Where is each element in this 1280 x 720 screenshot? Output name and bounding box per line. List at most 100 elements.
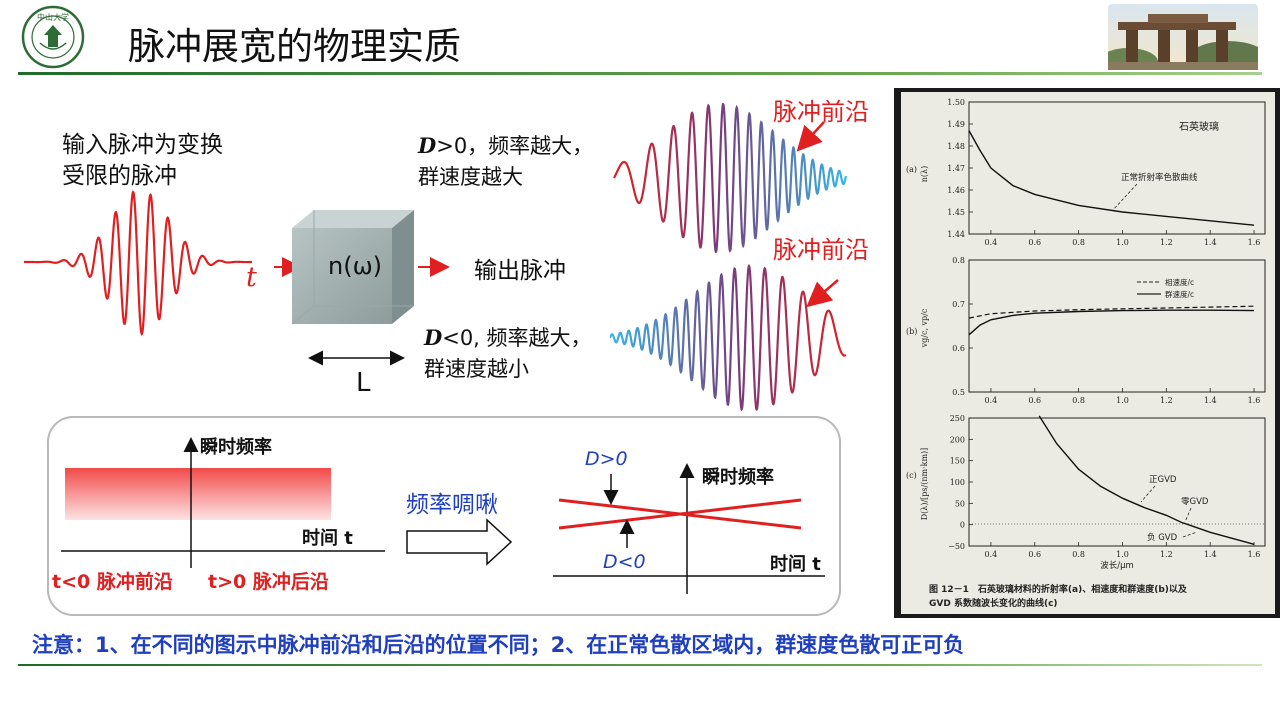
right-x-axis-label: 时间 t (770, 554, 821, 575)
hollow-arrow (406, 518, 513, 566)
left-x-axis-label: 时间 t (302, 528, 353, 549)
chirped-pulses (610, 102, 848, 412)
y-tick-label: 1.49 (947, 120, 965, 129)
panel-c-tag: (c) (906, 471, 917, 480)
logo-text: 中山大学 (37, 12, 69, 22)
input-desc-line1: 输入脉冲为变换 (62, 132, 223, 158)
x-tick-label: 0.8 (1072, 238, 1085, 247)
negative-gvd-label: 负 GVD (1147, 532, 1178, 543)
y-tick-label: 150 (950, 457, 965, 466)
panel-a-legend: 石英玻璃 (1179, 120, 1219, 133)
panel-b-ylabel: vg/c, vp/c (920, 308, 929, 348)
caption-line1: 图 12－1 石英玻璃材料的折射率(a)、相速度和群速度(b)以及 (929, 583, 1188, 595)
d-negative-line1: <0, 频率越大， (442, 326, 592, 350)
x-tick-label: 1.4 (1204, 396, 1217, 405)
right-y-axis-label: 瞬时频率 (702, 467, 774, 488)
positive-gvd-label: 正GVD (1149, 475, 1177, 485)
campus-gate-photo (1108, 4, 1258, 70)
panel-b-tag: (b) (906, 327, 917, 336)
y-tick-label: 1.48 (947, 142, 965, 151)
d-positive-line1: >0，频率越大， (436, 134, 594, 158)
d-positive-var: D (418, 133, 437, 158)
x-tick-label: 1.6 (1248, 550, 1261, 559)
university-logo: 中山大学 (21, 5, 85, 69)
footer-divider (18, 664, 1262, 666)
x-tick-label: 1.2 (1160, 238, 1173, 247)
x-tick-label: 0.4 (985, 396, 998, 405)
x-tick-label: 1.6 (1248, 396, 1261, 405)
x-tick-label: 0.6 (1028, 550, 1041, 559)
group-velocity-curve (968, 309, 1255, 336)
d-positive-description: D>0，频率越大， 群速度越大 (418, 130, 593, 193)
zero-gvd-label: 零GVD (1181, 497, 1209, 507)
y-tick-label: −50 (948, 542, 965, 551)
y-tick-label: 1.47 (947, 164, 965, 173)
t-negative-label: t<0 脉冲前沿 (52, 571, 173, 593)
x-tick-label: 0.8 (1072, 396, 1085, 405)
front-arrow-1 (796, 121, 825, 152)
x-tick-label: 1.4 (1204, 550, 1217, 559)
y-tick-label: 0.5 (952, 388, 965, 397)
caption-line2: GVD 系数随波长变化的曲线(c) (929, 597, 1058, 609)
length-label: L (356, 368, 371, 398)
pulse-front-label-1: 脉冲前沿 (773, 98, 869, 126)
input-desc-line2: 受限的脉冲 (62, 163, 177, 189)
input-pulse-description: 输入脉冲为变换 受限的脉冲 (62, 130, 223, 192)
header-divider (18, 72, 1262, 75)
y-tick-label: 0 (960, 521, 965, 530)
left-y-axis-label: 瞬时频率 (200, 437, 272, 458)
x-tick-label: 0.6 (1028, 238, 1041, 247)
d-positive-chirp-line (558, 498, 802, 530)
x-tick-label: 1.2 (1160, 396, 1173, 405)
panel-a-tag: (a) (906, 165, 917, 174)
panel-b-legend-phase: 相速度/c (1165, 277, 1194, 287)
x-tick-label: 0.8 (1072, 550, 1085, 559)
output-pulse-label: 输出脉冲 (474, 258, 566, 284)
y-tick-label: 0.8 (952, 256, 965, 265)
x-tick-label: 1.0 (1116, 550, 1129, 559)
x-tick-label: 0.4 (985, 550, 998, 559)
x-tick-label: 1.0 (1116, 396, 1129, 405)
d-negative-description: D<0, 频率越大， 群速度越小 (424, 322, 592, 385)
panel-c-ylabel: D(λ)/[ps/(nm·km)] (920, 448, 929, 521)
panel-a-annotation: 正常折射率色散曲线 (1121, 172, 1198, 183)
y-tick-label: 1.45 (947, 208, 965, 217)
d-negative-label: D<0 (603, 551, 646, 573)
d-positive-label: D>0 (585, 448, 628, 470)
medium-diagram (274, 210, 450, 366)
d-positive-output-pulse (613, 102, 848, 254)
pulse-front-label-2: 脉冲前沿 (773, 236, 869, 264)
front-arrow-2 (806, 279, 839, 308)
x-tick-label: 1.6 (1248, 238, 1261, 247)
y-tick-label: 1.50 (947, 98, 965, 107)
frequency-band (65, 468, 331, 520)
dispersion-curves-figure: 1.50 1.49 1.48 1.47 1.46 1.45 1.44 0.8 0.7 0.6 0.5… (906, 98, 1266, 609)
y-tick-label: 1.44 (947, 230, 965, 239)
d-positive-line2: 群速度越大 (418, 165, 523, 189)
d-negative-line2: 群速度越小 (424, 357, 529, 381)
y-tick-label: 1.46 (947, 186, 965, 195)
y-tick-label: 50 (955, 499, 965, 508)
gvd-curve (1038, 415, 1255, 545)
chirp-explanation-diagram (61, 437, 825, 594)
x-tick-label: 0.4 (985, 238, 998, 247)
x-tick-label: 0.6 (1028, 396, 1041, 405)
panel-a-ylabel: n(λ) (920, 166, 929, 182)
x-tick-label: 1.2 (1160, 550, 1173, 559)
refractive-index-curve (968, 130, 1255, 226)
medium-label: n(ω) (328, 252, 383, 280)
x-tick-label: 1.4 (1204, 238, 1217, 247)
page-title: 脉冲展宽的物理实质 (128, 25, 461, 68)
phase-velocity-curve (968, 305, 1255, 319)
y-tick-label: 200 (950, 435, 965, 444)
chirp-label: 频率啁啾 (406, 492, 498, 518)
y-tick-label: 0.6 (952, 344, 965, 353)
d-negative-var: D (424, 325, 443, 350)
x-axis-label: 波长/μm (1100, 560, 1134, 571)
d-negative-output-pulse (610, 263, 847, 412)
panel-b-legend-group: 群速度/c (1165, 289, 1194, 299)
scanned-figure (901, 92, 1275, 614)
y-tick-label: 0.7 (952, 300, 965, 309)
time-symbol: t (246, 262, 257, 293)
input-pulse-waveform (24, 190, 252, 337)
